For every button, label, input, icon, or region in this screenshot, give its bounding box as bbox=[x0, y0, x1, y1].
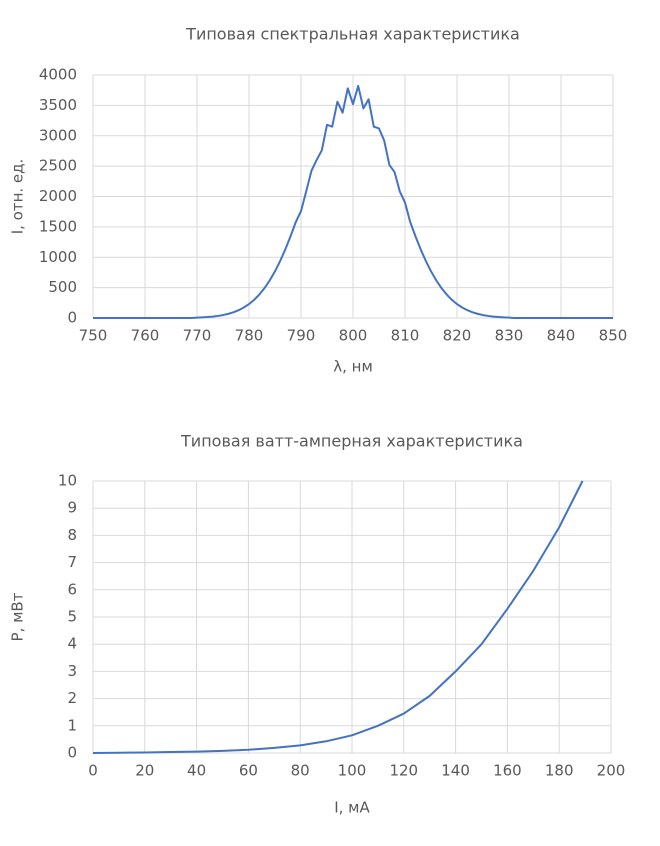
y-tick-label: 0 bbox=[67, 309, 77, 327]
x-axis-label: I, мА bbox=[334, 799, 370, 817]
x-tick-label: 770 bbox=[183, 327, 212, 345]
chart-title: Типовая спектральная характеристика bbox=[185, 25, 520, 44]
y-tick-label: 3000 bbox=[39, 126, 77, 144]
x-tick-label: 800 bbox=[339, 327, 368, 345]
x-tick-label: 850 bbox=[599, 327, 628, 345]
x-tick-label: 140 bbox=[441, 762, 470, 780]
x-tick-label: 100 bbox=[338, 762, 367, 780]
y-axis-label: I, отн. ед. bbox=[9, 159, 27, 235]
y-tick-label: 1 bbox=[67, 716, 77, 734]
chart-title: Типовая ватт-амперная характеристика bbox=[180, 432, 523, 451]
x-tick-label: 20 bbox=[135, 762, 154, 780]
x-tick-label: 780 bbox=[235, 327, 264, 345]
x-tick-label: 160 bbox=[493, 762, 522, 780]
y-tick-label: 9 bbox=[67, 499, 77, 517]
y-tick-label: 2 bbox=[67, 689, 77, 707]
y-tick-label: 8 bbox=[67, 526, 77, 544]
y-tick-label: 3500 bbox=[39, 96, 77, 114]
y-tick-label: 4000 bbox=[39, 66, 77, 84]
y-tick-label: 6 bbox=[67, 580, 77, 598]
x-axis-label: λ, нм bbox=[333, 358, 373, 376]
y-tick-label: 1000 bbox=[39, 248, 77, 266]
y-tick-label: 2000 bbox=[39, 187, 77, 205]
x-tick-label: 80 bbox=[291, 762, 310, 780]
x-tick-label: 60 bbox=[239, 762, 258, 780]
y-tick-label: 5 bbox=[67, 608, 77, 626]
x-tick-label: 200 bbox=[597, 762, 626, 780]
x-tick-label: 790 bbox=[287, 327, 316, 345]
x-tick-label: 0 bbox=[88, 762, 98, 780]
x-tick-label: 810 bbox=[391, 327, 420, 345]
y-tick-label: 500 bbox=[48, 278, 77, 296]
y-tick-label: 1500 bbox=[39, 217, 77, 235]
x-tick-label: 820 bbox=[443, 327, 472, 345]
x-tick-label: 120 bbox=[389, 762, 418, 780]
data-line bbox=[92, 480, 584, 754]
y-tick-label: 4 bbox=[67, 635, 77, 653]
y-tick-label: 2500 bbox=[39, 157, 77, 175]
y-tick-label: 0 bbox=[67, 744, 77, 762]
x-tick-label: 40 bbox=[187, 762, 206, 780]
y-tick-label: 10 bbox=[58, 472, 77, 490]
x-tick-label: 840 bbox=[547, 327, 576, 345]
x-tick-label: 760 bbox=[131, 327, 160, 345]
y-axis-label: P, мВт bbox=[9, 592, 27, 641]
y-tick-label: 3 bbox=[67, 662, 77, 680]
data-line bbox=[93, 84, 613, 319]
y-tick-label: 7 bbox=[67, 553, 77, 571]
x-tick-label: 750 bbox=[79, 327, 108, 345]
x-tick-label: 180 bbox=[545, 762, 574, 780]
x-tick-label: 830 bbox=[495, 327, 524, 345]
